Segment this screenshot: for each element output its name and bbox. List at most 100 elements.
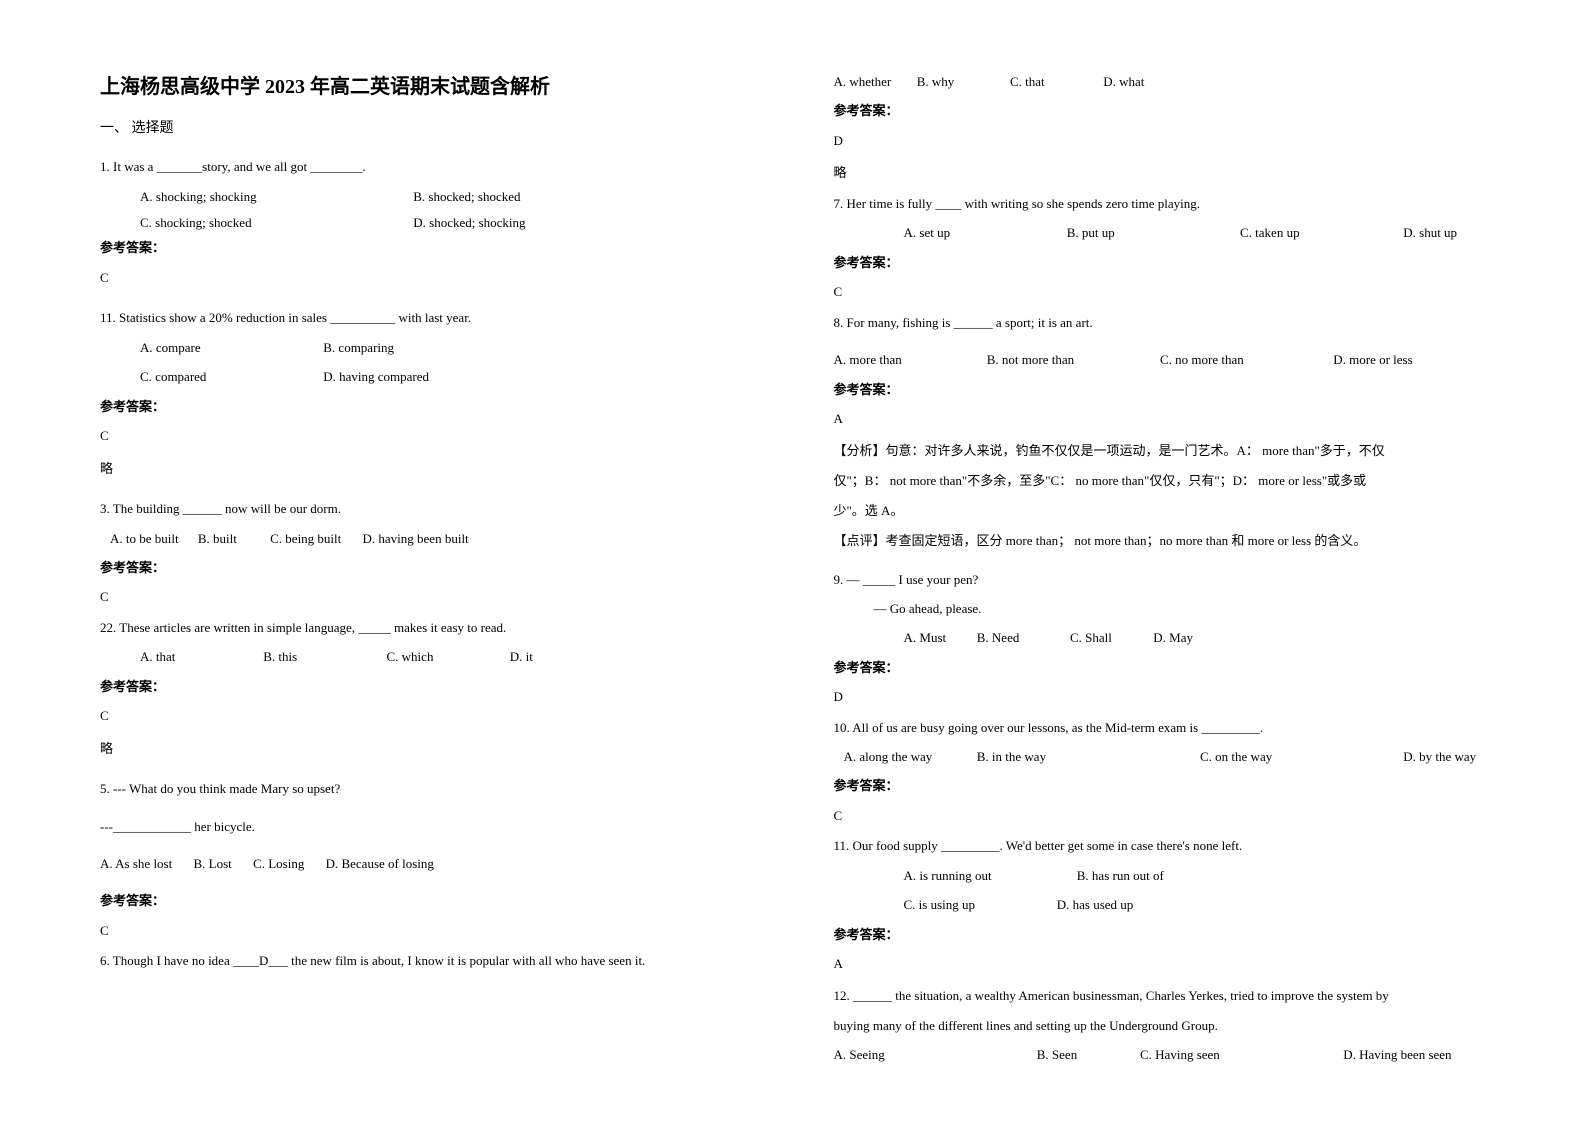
q22-opt-a: A. that — [140, 645, 230, 668]
q9-ref: 参考答案： — [834, 656, 1488, 679]
q11-opts-row2: C. compared D. having compared — [100, 365, 754, 388]
q6-opts: A. whether B. why C. that D. what — [834, 70, 1488, 93]
q22-lue: 略 — [100, 735, 754, 764]
q3-ref: 参考答案： — [100, 556, 754, 579]
q22-ref: 参考答案： — [100, 675, 754, 698]
right-column: A. whether B. why C. that D. what 参考答案： … — [834, 70, 1488, 1072]
q9-opt-d: D. May — [1153, 630, 1193, 645]
q10-ans: C — [834, 802, 1488, 831]
q1-opt-b: B. shocked; shocked — [413, 184, 563, 210]
q11r-opt-c: C. is using up — [904, 893, 1054, 916]
page-container: 上海杨思高级中学 2023 年高二英语期末试题含解析 一、 选择题 1. It … — [100, 70, 1487, 1072]
left-column: 上海杨思高级中学 2023 年高二英语期末试题含解析 一、 选择题 1. It … — [100, 70, 754, 1072]
q5-opt-d: D. Because of losing — [326, 856, 434, 871]
q11-ans: C — [100, 422, 754, 451]
q7-ans: C — [834, 278, 1488, 307]
q7-opt-c: C. taken up — [1240, 221, 1400, 244]
q5-opts: A. As she lost B. Lost C. Losing D. Beca… — [100, 852, 754, 875]
q22-ans: C — [100, 702, 754, 731]
q1-ans: C — [100, 264, 754, 293]
q7-opts: A. set up B. put up C. taken up D. shut … — [834, 221, 1488, 244]
q8-ans: A — [834, 405, 1488, 434]
q7-opt-d: D. shut up — [1403, 225, 1457, 240]
q11r-opt-d: D. has used up — [1057, 897, 1134, 912]
q5-stem-a: 5. --- What do you think made Mary so up… — [100, 777, 754, 800]
q8-opt-d: D. more or less — [1333, 352, 1412, 367]
q8-opts: A. more than B. not more than C. no more… — [834, 348, 1488, 371]
q10-opt-d: D. by the way — [1403, 749, 1476, 764]
q22-stem: 22. These articles are written in simple… — [100, 616, 754, 639]
q11r-opts-row2: C. is using up D. has used up — [834, 893, 1488, 916]
doc-title: 上海杨思高级中学 2023 年高二英语期末试题含解析 — [100, 70, 754, 99]
q8-exp-a: 【分析】句意：对许多人来说，钓鱼不仅仅是一项运动，是一门艺术。A： more t… — [834, 438, 1488, 464]
q12-opts: A. Seeing B. Seen C. Having seen D. Havi… — [834, 1043, 1488, 1066]
q12-stem-b: buying many of the different lines and s… — [834, 1013, 1488, 1039]
q11-stem: 11. Statistics show a 20% reduction in s… — [100, 306, 754, 329]
q3-opt-b: B. built — [198, 531, 237, 546]
q9-opt-b: B. Need — [977, 626, 1067, 649]
q8-stem: 8. For many, fishing is ______ a sport; … — [834, 311, 1488, 334]
q3-opt-d: D. having been built — [363, 531, 469, 546]
q5-ref: 参考答案： — [100, 889, 754, 912]
q12-opt-c: C. Having seen — [1140, 1043, 1340, 1066]
q11r-opt-b: B. has run out of — [1077, 868, 1164, 883]
q5-ans: C — [100, 917, 754, 946]
q11-opts-row1: A. compare B. comparing — [100, 336, 754, 359]
q12-stem-a: 12. ______ the situation, a wealthy Amer… — [834, 983, 1488, 1009]
q9-stem-b: — Go ahead, please. — [834, 597, 1488, 620]
q11-lue: 略 — [100, 455, 754, 484]
q10-opts: A. along the way B. in the way C. on the… — [834, 745, 1488, 768]
q11r-opts-row1: A. is running out B. has run out of — [834, 864, 1488, 887]
q10-ref: 参考答案： — [834, 774, 1488, 797]
q11-ref: 参考答案： — [100, 395, 754, 418]
q3-opt-c: C. being built — [270, 531, 341, 546]
q6-opt-a: A. whether — [834, 70, 914, 93]
q5-stem-b: ---____________ her bicycle. — [100, 815, 754, 838]
q5-opt-c: C. Losing — [253, 856, 304, 871]
q11-opt-c: C. compared — [140, 365, 290, 388]
q8-exp-c: 少"。选 A。 — [834, 498, 1488, 524]
q7-stem: 7. Her time is fully ____ with writing s… — [834, 192, 1488, 215]
q5-opt-b: B. Lost — [193, 856, 231, 871]
q3-ans: C — [100, 583, 754, 612]
q8-ref: 参考答案： — [834, 378, 1488, 401]
q1-opts-row2: C. shocking; shocked D. shocked; shockin… — [100, 210, 754, 236]
q6-stem: 6. Though I have no idea ____D___ the ne… — [100, 949, 754, 972]
q8-opt-c: C. no more than — [1160, 348, 1330, 371]
q8-exp-d: 【点评】考查固定短语，区分 more than； not more than；n… — [834, 528, 1488, 554]
section-header: 一、 选择题 — [100, 117, 754, 137]
q11-opt-b: B. comparing — [323, 336, 473, 359]
q6-ref: 参考答案： — [834, 99, 1488, 122]
q8-opt-b: B. not more than — [987, 348, 1157, 371]
q7-opt-a: A. set up — [904, 221, 1064, 244]
q9-ans: D — [834, 683, 1488, 712]
q7-ref: 参考答案： — [834, 251, 1488, 274]
q10-opt-c: C. on the way — [1200, 745, 1400, 768]
q1-opt-d: D. shocked; shocking — [413, 210, 563, 236]
q1-opt-a: A. shocking; shocking — [140, 184, 380, 210]
q6-opt-c: C. that — [1010, 70, 1100, 93]
q5-opt-a: A. As she lost — [100, 856, 172, 871]
q11r-ref: 参考答案： — [834, 923, 1488, 946]
q1-stem: 1. It was a _______story, and we all got… — [100, 155, 754, 178]
q1-opts-row1: A. shocking; shocking B. shocked; shocke… — [100, 184, 754, 210]
q6-opt-d: D. what — [1103, 74, 1144, 89]
q9-opt-c: C. Shall — [1070, 626, 1150, 649]
q3-opt-a: A. to be built — [110, 531, 179, 546]
q10-stem: 10. All of us are busy going over our le… — [834, 716, 1488, 739]
q8-opt-a: A. more than — [834, 348, 984, 371]
q9-opt-a: A. Must — [904, 626, 974, 649]
q22-opt-b: B. this — [263, 645, 353, 668]
q9-stem-a: 9. — _____ I use your pen? — [834, 568, 1488, 591]
q12-opt-b: B. Seen — [1037, 1043, 1137, 1066]
q8-exp-b: 仅"；B： not more than"不多余，至多"C： no more th… — [834, 468, 1488, 494]
q10-opt-b: B. in the way — [977, 745, 1197, 768]
q1-ref: 参考答案： — [100, 236, 754, 259]
q3-stem: 3. The building ______ now will be our d… — [100, 497, 754, 520]
q11-opt-a: A. compare — [140, 336, 290, 359]
q7-opt-b: B. put up — [1067, 221, 1237, 244]
q11-opt-d: D. having compared — [323, 365, 473, 388]
q22-opt-d: D. it — [510, 645, 600, 668]
q22-opt-c: C. which — [387, 645, 477, 668]
q22-opts: A. that B. this C. which D. it — [100, 645, 754, 668]
